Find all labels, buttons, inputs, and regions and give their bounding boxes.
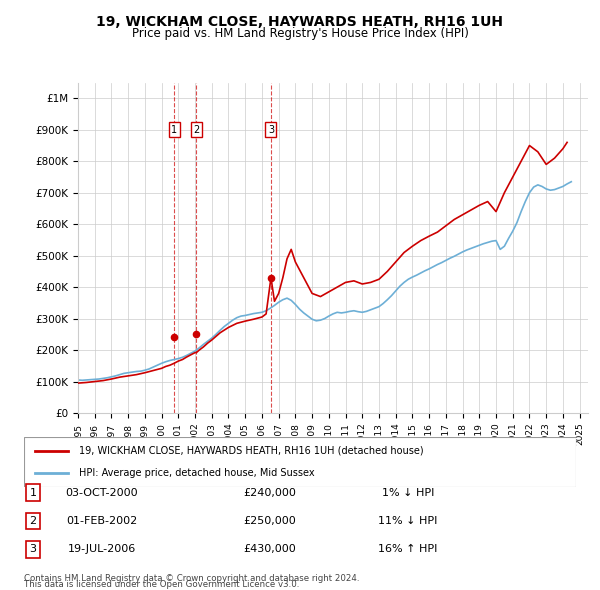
Text: 19, WICKHAM CLOSE, HAYWARDS HEATH, RH16 1UH (detached house): 19, WICKHAM CLOSE, HAYWARDS HEATH, RH16 … xyxy=(79,445,424,455)
FancyBboxPatch shape xyxy=(24,437,576,487)
Text: £430,000: £430,000 xyxy=(244,545,296,554)
Point xyxy=(191,330,201,339)
Point xyxy=(266,273,276,283)
Text: This data is licensed under the Open Government Licence v3.0.: This data is licensed under the Open Gov… xyxy=(24,580,299,589)
Text: 1: 1 xyxy=(29,488,37,497)
Text: 16% ↑ HPI: 16% ↑ HPI xyxy=(379,545,437,554)
Text: 3: 3 xyxy=(29,545,37,554)
Text: HPI: Average price, detached house, Mid Sussex: HPI: Average price, detached house, Mid … xyxy=(79,468,315,478)
Point xyxy=(169,333,179,342)
Text: 2: 2 xyxy=(29,516,37,526)
Text: 1: 1 xyxy=(171,125,177,135)
Text: 3: 3 xyxy=(268,125,274,135)
Text: 19, WICKHAM CLOSE, HAYWARDS HEATH, RH16 1UH: 19, WICKHAM CLOSE, HAYWARDS HEATH, RH16 … xyxy=(97,15,503,29)
Text: 03-OCT-2000: 03-OCT-2000 xyxy=(65,488,139,497)
Text: Price paid vs. HM Land Registry's House Price Index (HPI): Price paid vs. HM Land Registry's House … xyxy=(131,27,469,40)
Text: £250,000: £250,000 xyxy=(244,516,296,526)
Text: Contains HM Land Registry data © Crown copyright and database right 2024.: Contains HM Land Registry data © Crown c… xyxy=(24,574,359,583)
Text: £240,000: £240,000 xyxy=(244,488,296,497)
Text: 01-FEB-2002: 01-FEB-2002 xyxy=(67,516,137,526)
Text: 19-JUL-2006: 19-JUL-2006 xyxy=(68,545,136,554)
Text: 1% ↓ HPI: 1% ↓ HPI xyxy=(382,488,434,497)
Text: 11% ↓ HPI: 11% ↓ HPI xyxy=(379,516,437,526)
Text: 2: 2 xyxy=(193,125,200,135)
